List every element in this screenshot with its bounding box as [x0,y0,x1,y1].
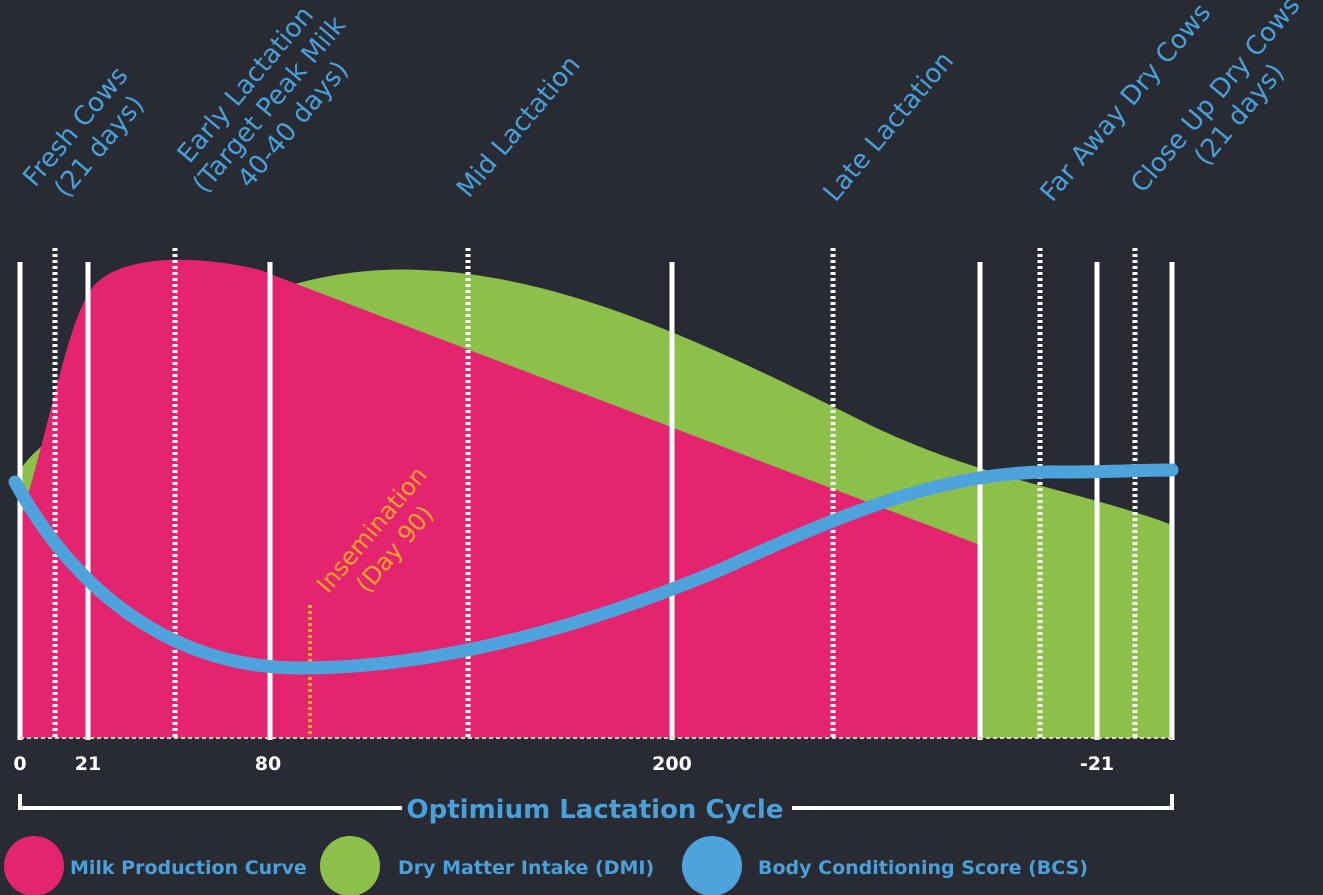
tick-label: -21 [1080,753,1114,775]
legend-swatch [682,836,742,895]
bracket [18,794,1174,810]
tick-label: 0 [13,753,26,775]
legend-label: Milk Production Curve [70,857,307,879]
bcs-curve [8,463,1179,675]
tick-label: 21 [75,753,101,775]
tick-label: 80 [255,753,281,775]
legend-label: Body Conditioning Score (BCS) [758,857,1088,879]
stage-dotted-lines [52,248,1138,740]
legend-swatch [320,836,380,895]
legend-swatch [4,836,64,895]
legend-label: Dry Matter Intake (DMI) [398,857,654,879]
tick-label: 200 [652,753,692,775]
axis-title: Optimium Lactation Cycle [407,795,784,825]
milk-area [20,259,980,738]
